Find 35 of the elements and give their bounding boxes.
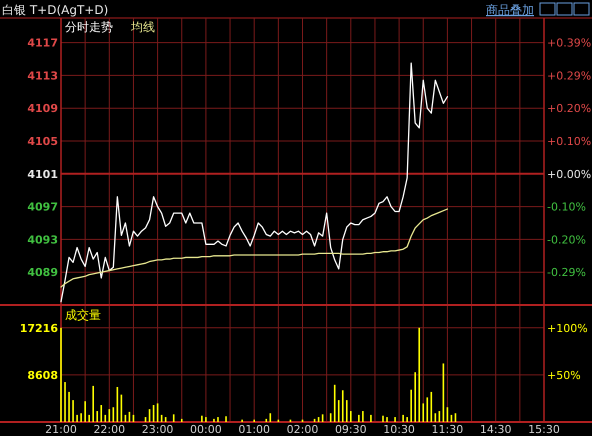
chart-title: 白银 T+D(AgT+D) (2, 3, 108, 17)
text: 商品叠加 (486, 3, 534, 17)
y-tick-label: 4089 (27, 266, 58, 280)
y2-tick-label: -0.10% (547, 200, 586, 214)
y2-tick-label: +100% (547, 322, 588, 335)
x-tick-label: 23:00 (142, 423, 174, 436)
x-tick-label: 00:00 (190, 423, 222, 436)
y-tick-label: 8608 (27, 368, 58, 382)
x-tick-label: 15:30 (528, 423, 560, 436)
y2-tick-label: +0.39% (547, 36, 592, 50)
x-tick-label: 21:00 (45, 423, 77, 436)
x-tick-label: 14:30 (480, 423, 512, 436)
y-tick-label: 17216 (20, 322, 58, 335)
x-tick-label: 02:00 (286, 423, 318, 436)
y-tick-label: 4109 (27, 102, 58, 116)
y2-tick-label: +0.10% (547, 135, 592, 148)
x-tick-label: 01:00 (238, 423, 270, 436)
y2-tick-label: -0.20% (547, 233, 586, 246)
y-tick-label: 4093 (27, 233, 58, 246)
x-tick-label: 09:30 (334, 423, 367, 436)
y-tick-label: 4117 (27, 36, 58, 50)
y2-tick-label: +50% (547, 368, 581, 382)
y-tick-label: 4113 (27, 69, 58, 82)
y2-tick-label: +0.00% (547, 168, 592, 181)
legend: 分时走势 均线 (65, 20, 155, 34)
y-tick-label: 4101 (27, 168, 58, 181)
y2-tick-label: +0.29% (547, 69, 592, 82)
y2-tick-label: -0.29% (547, 266, 586, 280)
x-tick-label: 11:30 (432, 423, 464, 436)
y-tick-label: 4097 (27, 200, 58, 214)
y-tick-label: 4105 (27, 135, 58, 148)
x-tick-label: 10:30 (383, 423, 415, 436)
x-tick-label: 22:00 (93, 423, 126, 436)
legend: 成交量 (65, 308, 101, 322)
y2-tick-label: +0.20% (547, 102, 592, 116)
